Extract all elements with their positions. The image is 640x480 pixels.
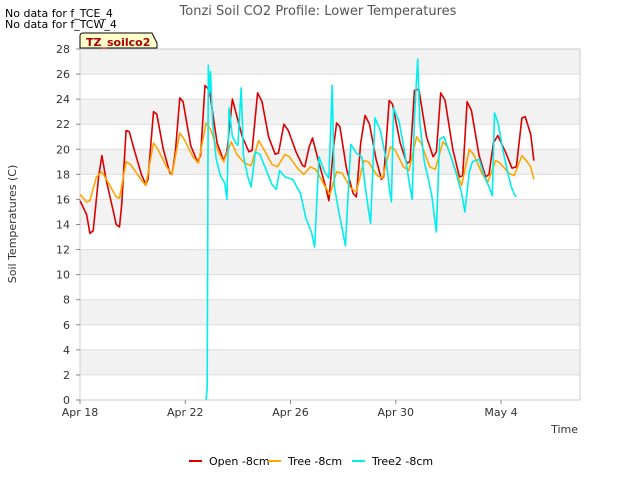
x-axis-label: Time [550, 423, 578, 436]
y-tick-label: 6 [63, 319, 70, 332]
y-tick-label: 16 [56, 193, 70, 206]
plot-band [80, 199, 580, 225]
series-line-2 [79, 122, 535, 203]
plot-band [80, 249, 580, 275]
x-tick-label: Apr 26 [272, 406, 309, 419]
y-tick-label: 8 [63, 294, 70, 307]
y-tick-label: 20 [56, 143, 70, 156]
y-tick-label: 4 [63, 344, 70, 357]
legend-label: Tree2 -8cm [371, 455, 433, 468]
legend-label: Tree -8cm [287, 455, 342, 468]
site-tag: TZ_soilco2 [79, 32, 158, 49]
y-tick-label: 14 [56, 219, 70, 232]
plot-band [80, 349, 580, 375]
legend: Open -8cm Tree -8cm Tree2 -8cm [189, 455, 433, 468]
series-line-3 [205, 58, 518, 401]
chart-title: Tonzi Soil CO2 Profile: Lower Temperatur… [179, 4, 457, 19]
no-data-note-tcw: No data for f_TCW_4 [5, 18, 117, 31]
legend-label: Open -8cm [209, 455, 270, 468]
plot-band [80, 49, 580, 75]
plot-band [80, 299, 580, 325]
y-tick-label: 24 [56, 93, 70, 106]
y-tick-label: 2 [63, 369, 70, 382]
x-tick-label: Apr 22 [167, 406, 204, 419]
y-tick-label: 0 [63, 394, 70, 407]
y-tick-label: 18 [56, 168, 70, 181]
y-tick-label: 22 [56, 118, 70, 131]
y-tick-label: 28 [56, 43, 70, 56]
series-lines [79, 58, 535, 401]
y-tick-label: 26 [56, 68, 70, 81]
plot-band [80, 99, 580, 125]
x-tick-label: Apr 18 [62, 406, 99, 419]
y-axis-label: Soil Temperatures (C) [6, 165, 19, 284]
x-tick-label: May 4 [484, 406, 517, 419]
x-tick-label: Apr 30 [378, 406, 415, 419]
y-tick-label: 12 [56, 244, 70, 257]
site-tag-label: TZ_soilco2 [86, 36, 150, 49]
x-axis-ticks: Apr 18 Apr 22 Apr 26 Apr 30 May 4 [62, 400, 518, 419]
plot-bands [80, 49, 580, 375]
no-data-note-tce: No data for f_TCE_4 [5, 7, 113, 20]
y-tick-label: 10 [56, 269, 70, 282]
